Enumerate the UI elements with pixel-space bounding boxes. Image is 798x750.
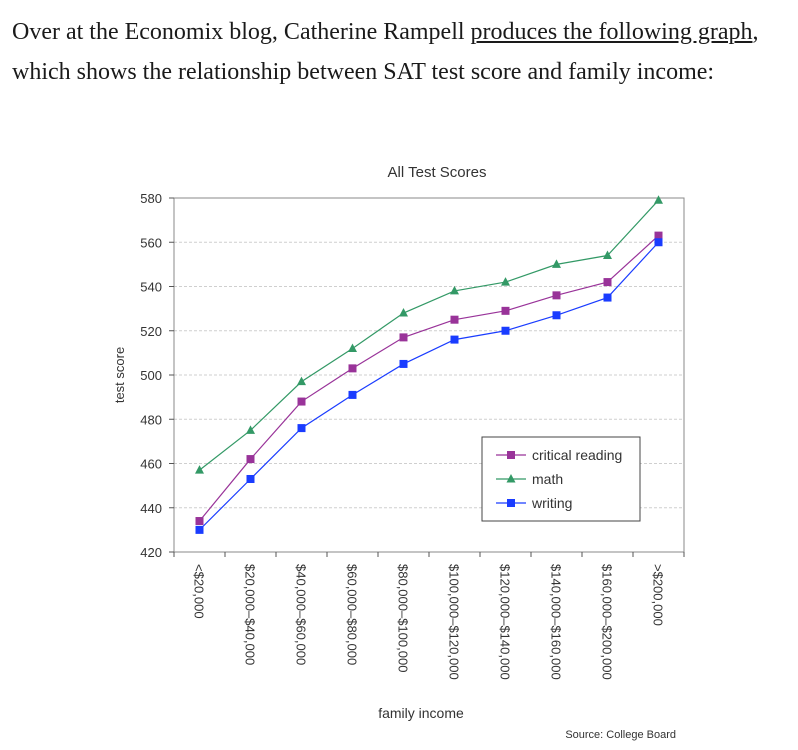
data-point <box>348 364 357 373</box>
intro-text-start: Over at the Economix blog, Catherine Ram… <box>12 19 471 45</box>
series-line <box>199 241 659 531</box>
x-tick-label: $120,000–$140,000 <box>498 564 513 680</box>
data-point <box>603 250 612 260</box>
x-tick-label: $20,000–$40,000 <box>243 564 258 665</box>
data-point <box>297 397 306 406</box>
chart-title: All Test Scores <box>388 164 487 181</box>
data-point <box>348 343 357 352</box>
data-point <box>246 425 255 434</box>
data-point <box>399 333 408 342</box>
data-point <box>654 238 663 247</box>
data-point <box>603 293 612 302</box>
data-point <box>246 474 255 483</box>
x-tick-label: >$200,000 <box>651 564 666 626</box>
data-point <box>195 465 204 474</box>
sat-income-chart: All Test Scores 420 440 460 480 500 520 540 560… <box>112 164 685 741</box>
legend-swatch-marker <box>507 499 515 507</box>
legend: critical reading math writing <box>481 436 641 522</box>
x-tick-label: $100,000–$120,000 <box>447 564 462 680</box>
data-point <box>552 311 561 320</box>
y-tick-label: 560 <box>140 235 162 250</box>
legend-swatch-marker <box>507 451 515 459</box>
legend-label: writing <box>531 495 572 511</box>
y-tick-label: 520 <box>140 324 162 339</box>
data-point <box>297 376 306 386</box>
y-tick-label: 460 <box>140 457 162 472</box>
data-point <box>450 315 459 324</box>
y-tick-label: 500 <box>140 368 162 383</box>
y-tick-label: 440 <box>140 501 162 516</box>
data-point <box>552 291 561 300</box>
y-axis-label: test score <box>112 347 127 403</box>
data-point <box>501 326 510 335</box>
x-tick-label: $160,000–$200,000 <box>600 564 615 680</box>
data-point <box>501 306 510 315</box>
x-axis: <$20,000 $20,000–$40,000 $40,000–$60,000 $6… <box>173 552 685 680</box>
data-point <box>195 517 204 526</box>
legend-label: critical reading <box>532 447 622 463</box>
x-tick-label: <$20,000 <box>192 564 207 619</box>
legend-label: math <box>532 471 563 487</box>
data-point <box>246 455 255 464</box>
intro-text-end: , which shows the relationship between S… <box>12 19 759 85</box>
x-tick-label: $140,000–$160,000 <box>549 564 564 680</box>
intro-paragraph: Over at the Economix blog, Catherine Ram… <box>12 12 792 92</box>
data-point <box>297 424 306 433</box>
source-note: Source: College Board <box>565 729 676 741</box>
data-point <box>603 278 612 287</box>
series-group <box>195 195 663 534</box>
data-point <box>195 525 204 534</box>
data-point <box>501 277 510 286</box>
series-line <box>199 199 659 471</box>
x-tick-label: $80,000–$100,000 <box>396 564 411 672</box>
y-tick-label: 420 <box>140 545 162 560</box>
data-point <box>399 359 408 368</box>
data-point <box>399 308 408 317</box>
y-tick-label: 580 <box>140 191 162 206</box>
data-point <box>450 335 459 344</box>
y-tick-label: 480 <box>140 412 162 427</box>
data-point <box>348 390 357 399</box>
y-tick-label: 540 <box>140 280 162 295</box>
x-tick-label: $60,000–$80,000 <box>345 564 360 665</box>
data-point <box>552 259 561 268</box>
data-point <box>654 231 663 240</box>
legend-swatch-marker <box>506 474 516 483</box>
data-point <box>654 195 663 204</box>
y-axis: 420 440 460 480 500 520 540 560 580 <box>140 191 174 560</box>
x-tick-label: $40,000–$60,000 <box>294 564 309 665</box>
series-line <box>199 235 659 522</box>
graph-link[interactable]: produces the following graph <box>470 19 753 45</box>
data-point <box>450 285 459 295</box>
x-axis-label: family income <box>378 705 464 721</box>
